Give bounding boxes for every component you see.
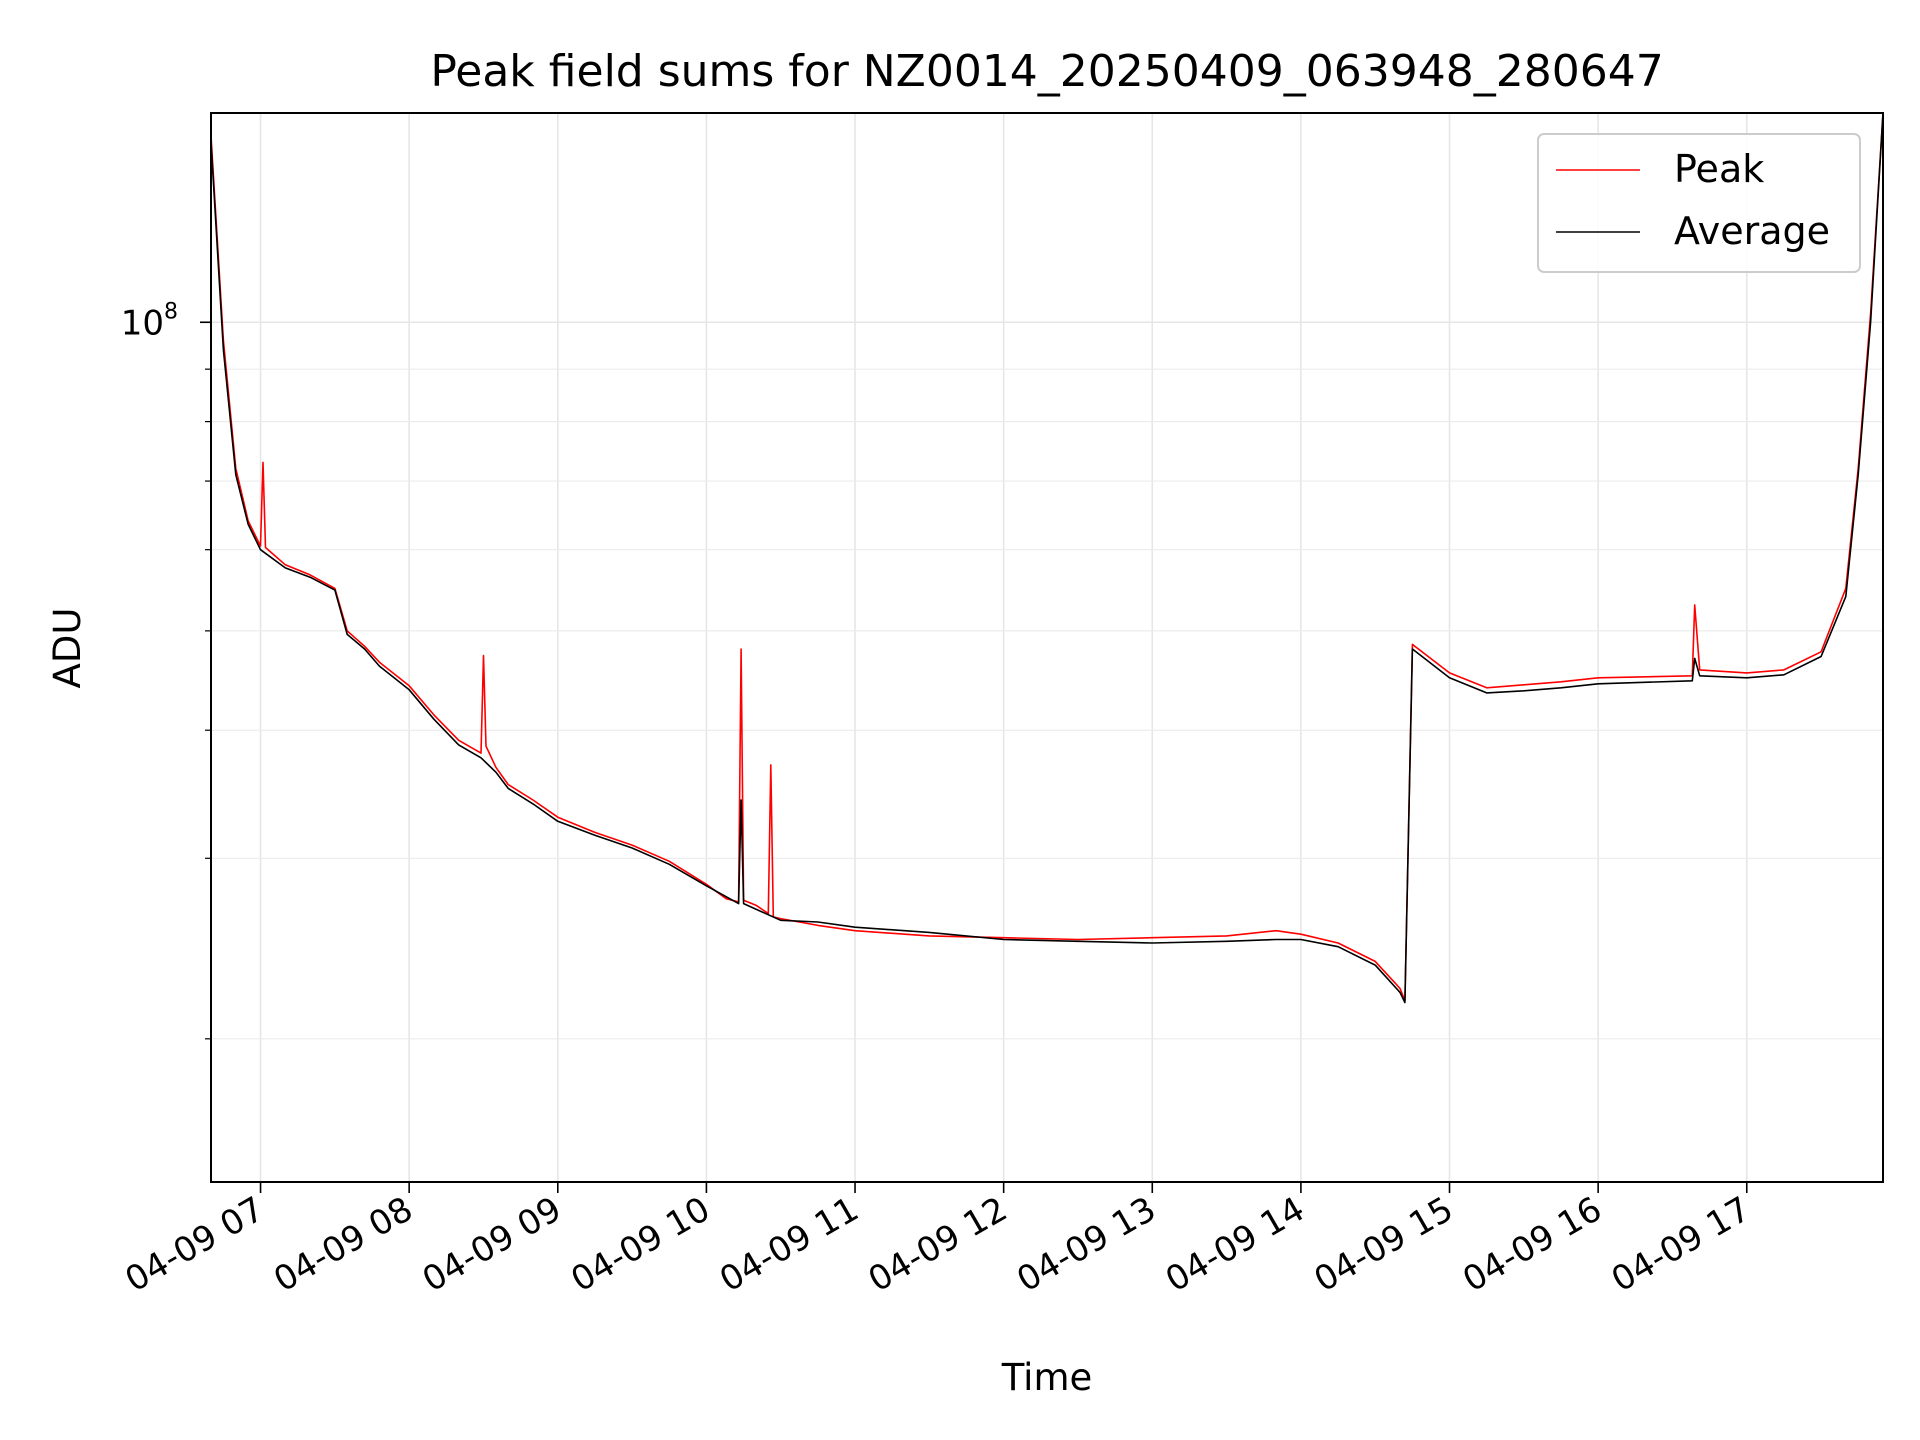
x-axis-label: Time	[1001, 1356, 1093, 1399]
legend: Peak Average	[1537, 133, 1861, 273]
legend-label-average: Average	[1674, 209, 1830, 253]
plot-frame	[210, 112, 1884, 1183]
series-line-peak	[210, 112, 1884, 1002]
y-axis-label: ADU	[46, 608, 89, 689]
y-tick-exponent: 8	[164, 299, 178, 324]
y-tick-label: 108	[121, 299, 178, 343]
legend-label-peak: Peak	[1674, 147, 1764, 191]
y-tick-base: 10	[121, 303, 164, 343]
grid-lines	[211, 113, 1883, 1182]
series-line-average	[210, 112, 1884, 1004]
y-axis-ticks: 108	[121, 299, 211, 1040]
legend-box	[1537, 133, 1861, 273]
series-lines	[210, 112, 1884, 1004]
chart-title: Peak field sums for NZ0014_20250409_0639…	[430, 46, 1663, 97]
